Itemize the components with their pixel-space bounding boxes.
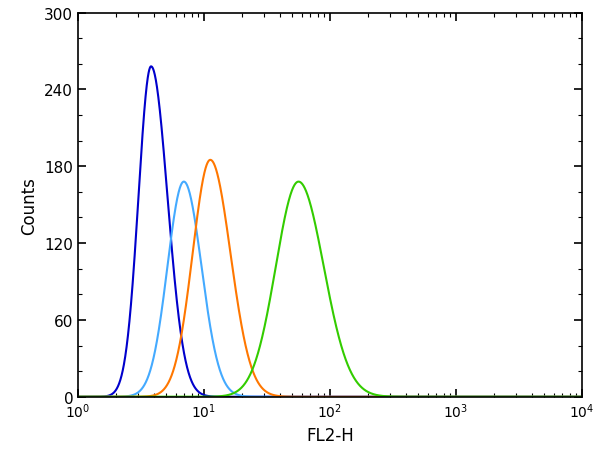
Y-axis label: Counts: Counts	[20, 176, 38, 234]
X-axis label: FL2-H: FL2-H	[306, 426, 354, 444]
